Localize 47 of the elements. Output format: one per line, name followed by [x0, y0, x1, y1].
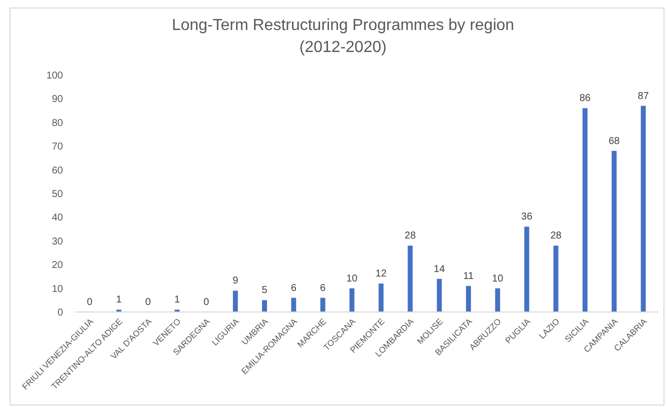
y-tick-label: 60	[52, 165, 64, 176]
data-label: 68	[608, 136, 620, 147]
bar	[349, 288, 354, 312]
chart-title: Long-Term Restructuring Programmes by region (2012-2020)	[172, 17, 514, 56]
y-tick-label: 70	[52, 142, 64, 153]
data-label: 5	[262, 285, 268, 296]
data-label: 86	[579, 93, 592, 104]
y-tick-label: 0	[57, 308, 64, 318]
data-label: 9	[232, 276, 239, 287]
bar	[582, 108, 588, 312]
bar	[291, 298, 296, 312]
data-label: 12	[376, 268, 388, 280]
y-tick-label: 20	[52, 260, 64, 272]
bar	[378, 284, 384, 312]
bar	[612, 150, 617, 312]
bar	[524, 226, 530, 312]
bar	[262, 300, 267, 312]
bar	[436, 278, 442, 312]
y-tick-label: 10	[52, 284, 64, 295]
y-tick-label: 40	[52, 212, 64, 224]
bar	[466, 286, 471, 312]
y-tick-label: 90	[52, 94, 64, 106]
data-label: 10	[492, 273, 504, 284]
y-tick-label: 50	[52, 189, 64, 200]
data-label: 1	[174, 294, 180, 306]
y-tick-label: 100	[46, 70, 64, 82]
bar	[232, 290, 238, 312]
data-label: 6	[290, 282, 297, 294]
data-label: 36	[521, 212, 533, 223]
bar	[495, 288, 500, 312]
data-label: 28	[404, 230, 416, 242]
y-tick-label: 30	[52, 236, 64, 248]
data-label: 6	[320, 282, 326, 294]
data-label: 0	[145, 297, 152, 308]
bar	[640, 106, 646, 312]
data-label: 87	[638, 90, 650, 102]
data-label: 0	[86, 297, 93, 308]
data-label: 10	[346, 273, 358, 284]
data-label: 28	[550, 230, 562, 242]
data-label: 11	[463, 270, 474, 282]
bar	[408, 246, 413, 312]
y-tick-label: 80	[52, 118, 64, 129]
data-label: 1	[116, 294, 122, 306]
bar	[553, 246, 558, 312]
data-label: 14	[434, 264, 446, 275]
bar	[320, 298, 326, 312]
data-label: 0	[203, 297, 210, 308]
